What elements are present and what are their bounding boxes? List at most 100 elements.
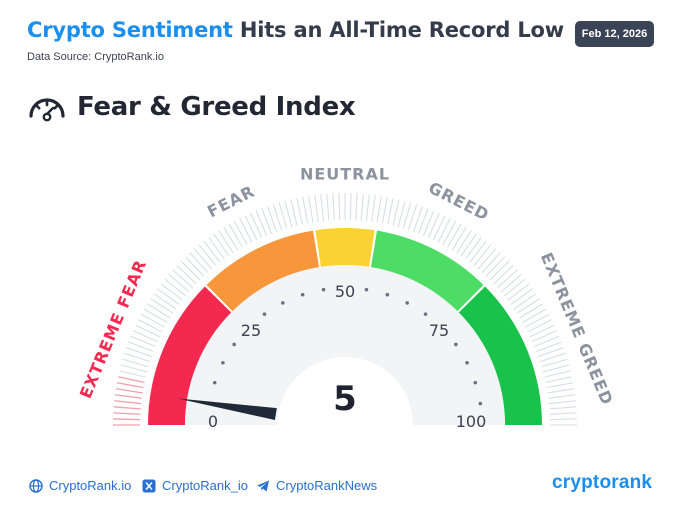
outer-tick xyxy=(320,194,325,222)
gauge-band-neutral xyxy=(315,228,375,267)
gauge-needle xyxy=(177,398,277,420)
outer-tick xyxy=(156,288,180,305)
outer-tick xyxy=(172,269,194,289)
outer-tick xyxy=(529,324,555,338)
footer-link-website[interactable]: CryptoRank.io xyxy=(29,478,131,493)
outer-tick xyxy=(138,319,163,333)
outer-tick xyxy=(473,244,492,267)
outer-tick xyxy=(233,220,248,246)
outer-tick xyxy=(549,406,577,410)
zone-label-fear: FEAR xyxy=(204,181,258,221)
scale-dot xyxy=(262,312,267,316)
outer-tick xyxy=(465,236,482,260)
outer-tick xyxy=(485,256,506,277)
outer-tick xyxy=(284,200,293,228)
outer-tick xyxy=(355,193,358,221)
outer-tick xyxy=(546,382,574,389)
date-badge: Feb 12, 2026 xyxy=(575,21,654,47)
outer-tick xyxy=(538,347,564,358)
page-title: Crypto Sentiment Hits an All-Time Record… xyxy=(27,18,564,42)
outer-tick xyxy=(176,264,197,285)
scale-dot xyxy=(321,287,326,292)
outer-tick xyxy=(442,220,457,246)
scale-dot xyxy=(364,287,369,292)
outer-tick xyxy=(164,278,187,297)
zone-label-greed: GREED xyxy=(425,178,492,225)
outer-tick xyxy=(314,194,319,222)
footer-link-x-label: CryptoRank_io xyxy=(162,478,248,493)
outer-tick xyxy=(493,264,514,285)
outer-tick xyxy=(489,260,510,281)
outer-tick xyxy=(116,382,144,389)
outer-tick xyxy=(544,370,571,378)
data-source: Data Source: CryptoRank.io xyxy=(27,51,164,63)
zone-label-neutral: NEUTRAL xyxy=(300,165,390,184)
outer-tick xyxy=(132,330,158,343)
scale-label-0: 0 xyxy=(208,412,218,431)
globe-icon xyxy=(29,478,43,493)
outer-tick xyxy=(150,298,174,314)
outer-tick xyxy=(124,352,151,363)
scale-dot xyxy=(300,292,305,297)
outer-tick xyxy=(290,199,298,226)
outer-tick xyxy=(524,313,550,328)
outer-tick xyxy=(208,236,225,260)
outer-tick xyxy=(153,293,177,310)
gauge-icon xyxy=(29,98,65,122)
scale-dot xyxy=(454,342,458,347)
x-icon xyxy=(142,479,156,492)
outer-tick xyxy=(412,206,423,232)
gauge-bands xyxy=(148,228,542,425)
outer-tick xyxy=(549,412,577,415)
outer-tick xyxy=(218,230,234,254)
outer-tick xyxy=(417,208,429,234)
telegram-icon xyxy=(257,480,269,491)
zone-label-extreme-fear: EXTREME FEAR xyxy=(76,257,150,401)
title-accent: Crypto Sentiment xyxy=(27,18,233,42)
gauge-band-fear xyxy=(206,230,320,312)
outer-tick xyxy=(203,240,221,263)
outer-tick xyxy=(113,412,141,415)
outer-tick xyxy=(539,352,566,363)
footer-link-website-label: CryptoRank.io xyxy=(49,478,132,493)
outer-tick xyxy=(193,248,213,270)
outer-tick xyxy=(261,208,273,234)
outer-tick xyxy=(113,418,141,421)
scale-label-50: 50 xyxy=(335,282,355,301)
footer-link-telegram[interactable]: CryptoRankNews xyxy=(256,478,377,493)
outer-tick xyxy=(250,212,263,238)
outer-tick xyxy=(542,364,570,373)
footer-link-telegram-label: CryptoRankNews xyxy=(276,478,378,493)
outer-tick xyxy=(513,293,537,310)
scale-dot xyxy=(465,361,469,365)
scale-dot xyxy=(423,312,428,316)
outer-tick xyxy=(326,193,330,221)
outer-tick xyxy=(548,400,576,405)
gauge-face xyxy=(185,265,505,425)
outer-tick xyxy=(122,358,149,368)
outer-tick xyxy=(349,193,352,221)
outer-tick-ring xyxy=(113,193,577,426)
outer-tick xyxy=(548,394,576,399)
scale-dot xyxy=(478,401,483,406)
scale-dot xyxy=(232,342,236,347)
outer-tick xyxy=(541,358,568,368)
outer-tick xyxy=(239,218,253,243)
zone-label-extreme-greed: EXTREME GREED xyxy=(537,250,617,408)
outer-tick xyxy=(510,288,534,305)
outer-tick xyxy=(278,202,288,229)
outer-tick xyxy=(496,269,518,289)
outer-tick xyxy=(244,215,258,241)
brand-logo: cryptorank xyxy=(552,472,653,493)
footer-link-x[interactable]: CryptoRank_io xyxy=(142,478,248,493)
outer-tick xyxy=(128,341,154,353)
outer-tick xyxy=(117,376,145,384)
outer-tick xyxy=(407,204,418,231)
scale-label-100: 100 xyxy=(456,412,487,431)
outer-tick xyxy=(115,388,143,394)
index-heading: Fear & Greed Index xyxy=(27,92,356,122)
outer-tick xyxy=(255,210,268,236)
outer-tick xyxy=(332,193,335,221)
outer-tick xyxy=(387,197,394,225)
outer-tick xyxy=(481,252,501,274)
